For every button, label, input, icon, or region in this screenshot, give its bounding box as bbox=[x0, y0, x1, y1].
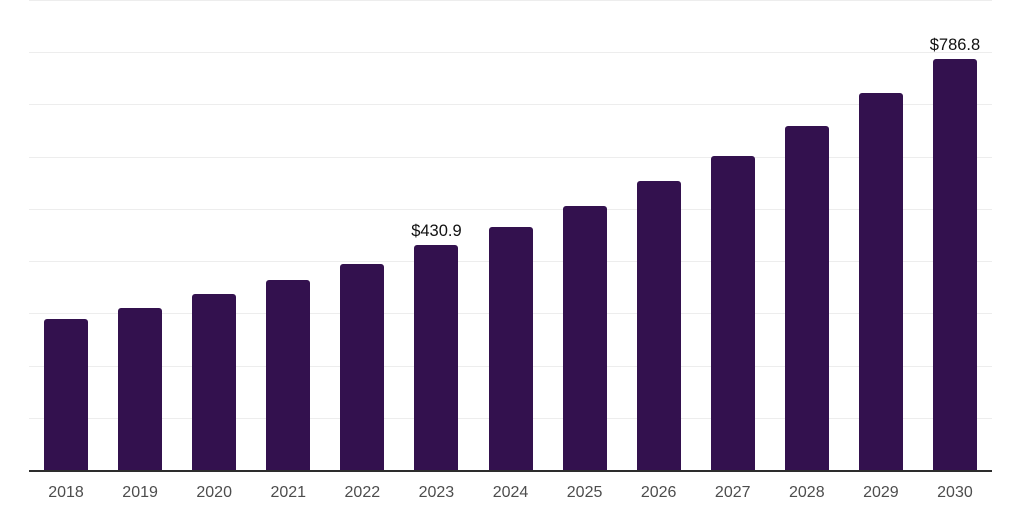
x-tick-2030: 2030 bbox=[937, 484, 973, 501]
x-tick-2022: 2022 bbox=[344, 484, 381, 501]
bar-2024 bbox=[488, 226, 533, 470]
value-label-2030: $786.8 bbox=[929, 36, 981, 55]
x-tick-2029: 2029 bbox=[863, 484, 899, 501]
x-tick-2023: 2023 bbox=[418, 484, 455, 501]
gridline-900 bbox=[29, 0, 992, 1]
bar-2019 bbox=[118, 308, 163, 470]
x-tick-2027: 2027 bbox=[714, 484, 751, 501]
bar-2029 bbox=[858, 92, 903, 470]
x-tick-2024: 2024 bbox=[492, 484, 529, 501]
x-tick-2020: 2020 bbox=[196, 484, 232, 501]
gridline-500 bbox=[29, 208, 992, 210]
plot-area: $430.9 $786.8 bbox=[29, 0, 992, 472]
gridline-800 bbox=[29, 52, 992, 54]
bar-2023 bbox=[414, 244, 459, 470]
x-axis-line bbox=[29, 470, 992, 472]
value-label-2023: $430.9 bbox=[411, 221, 462, 240]
x-tick-2028: 2028 bbox=[789, 484, 825, 501]
bar-2022 bbox=[340, 264, 385, 470]
x-tick-2019: 2019 bbox=[122, 484, 158, 501]
bar-2018 bbox=[44, 318, 89, 470]
gridline-700 bbox=[29, 104, 992, 106]
bar-2021 bbox=[266, 280, 311, 470]
bar-2030 bbox=[932, 59, 977, 470]
x-axis-tick-labels: 2018 2019 2020 2021 2022 2023 2024 2025 2026 2027… bbox=[29, 484, 992, 504]
bar-2025 bbox=[562, 206, 607, 470]
gridline-600 bbox=[29, 156, 992, 158]
bar-2027 bbox=[710, 155, 755, 470]
bar-2020 bbox=[192, 293, 237, 470]
x-tick-2021: 2021 bbox=[270, 484, 307, 501]
x-tick-2025: 2025 bbox=[566, 484, 603, 501]
bar-2026 bbox=[636, 181, 681, 470]
x-tick-2018: 2018 bbox=[48, 484, 84, 501]
x-tick-2026: 2026 bbox=[640, 484, 677, 501]
bar-2028 bbox=[784, 126, 829, 470]
